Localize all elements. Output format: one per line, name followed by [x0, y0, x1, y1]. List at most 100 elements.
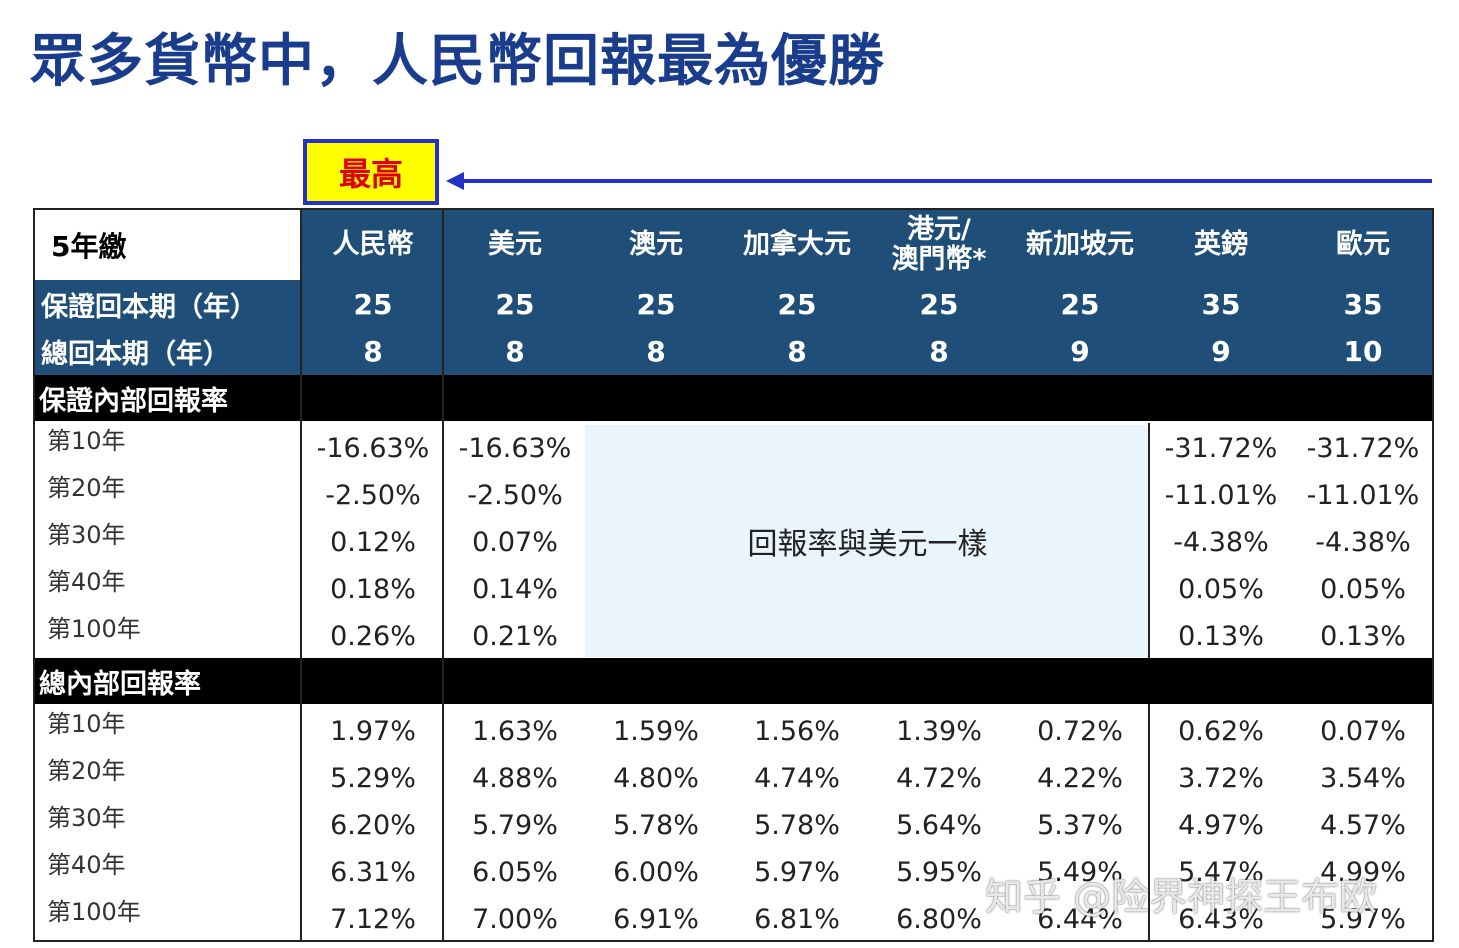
- watermark: 知乎 @险界神探王布欧: [985, 875, 1378, 919]
- total-irr-value: 6.00%: [613, 857, 699, 888]
- guaranteed-irr-value: 0.18%: [330, 574, 416, 605]
- total-irr-value: 5.79%: [472, 810, 558, 841]
- total-irr-value: 5.97%: [754, 857, 840, 888]
- total-breakeven-value: 8: [363, 335, 383, 368]
- guaranteed-irr-value: -4.38%: [1315, 527, 1411, 558]
- row-label: 第100年: [47, 898, 141, 926]
- total-irr-value: 5.29%: [330, 763, 416, 794]
- currency-header: 新加坡元: [1009, 210, 1151, 280]
- row-label: 第20年: [47, 757, 126, 785]
- guaranteed-irr-value: -2.50%: [325, 480, 421, 511]
- guaranteed-irr-value: -2.50%: [467, 480, 563, 511]
- total-irr-value: 6.81%: [754, 904, 840, 935]
- section-total-irr: 總內部回報率: [35, 658, 1432, 704]
- guaranteed-irr-value: -31.72%: [1306, 433, 1420, 464]
- currency-label-line2: 澳門幣*: [891, 244, 987, 275]
- guaranteed-irr-value: -31.72%: [1164, 433, 1278, 464]
- total-irr-value: 5.64%: [896, 810, 982, 841]
- guaranteed-irr-value: 0.21%: [472, 621, 558, 652]
- currency-header: 加拿大元: [726, 210, 868, 280]
- grid-line: [1148, 423, 1150, 658]
- total-irr-value: 5.47%: [1178, 857, 1264, 888]
- total-irr-value: 1.97%: [330, 716, 416, 747]
- guaranteed-irr-value: 0.12%: [330, 527, 416, 558]
- total-irr-value: 6.80%: [896, 904, 982, 935]
- guaranteed-irr-value: 0.07%: [472, 527, 558, 558]
- total-irr-value: 6.91%: [613, 904, 699, 935]
- total-breakeven-label: 總回本期（年）: [41, 339, 230, 370]
- total-breakeven-value: 9: [1211, 335, 1231, 368]
- total-irr-value: 5.78%: [754, 810, 840, 841]
- total-irr-value: 4.57%: [1320, 810, 1406, 841]
- currency-header: 美元: [444, 210, 586, 280]
- total-irr-value: 4.88%: [472, 763, 558, 794]
- currency-header: 澳元: [585, 210, 727, 280]
- total-breakeven-value: 8: [505, 335, 525, 368]
- row-label: 第20年: [47, 474, 126, 502]
- guaranteed-breakeven-value: 25: [777, 287, 817, 321]
- guaranteed-breakeven-value: 25: [636, 287, 676, 321]
- total-breakeven-value: 9: [1070, 335, 1090, 368]
- guaranteed-breakeven-value: 25: [353, 287, 393, 321]
- comparison-table: 5年繳 回報率與美元一樣 人民幣 美元 澳元 加拿大元 港元/澳門幣* 新加坡元 英鎊 歐元保…: [33, 208, 1434, 942]
- total-irr-value: 4.22%: [1037, 763, 1123, 794]
- row-label: 第10年: [47, 710, 126, 738]
- guaranteed-breakeven-label: 保證回本期（年）: [41, 291, 257, 323]
- row-label: 第10年: [47, 427, 126, 455]
- total-irr-value: 6.31%: [330, 857, 416, 888]
- section-guaranteed-irr: 保證內部回報率: [35, 375, 1432, 421]
- currency-label: 歐元: [1336, 229, 1390, 260]
- total-irr-value: 0.62%: [1178, 716, 1264, 747]
- guaranteed-irr-value: 0.13%: [1178, 621, 1264, 652]
- arrow-line: [460, 179, 1432, 183]
- arrow-left-icon: [446, 172, 464, 190]
- total-breakeven-value: 8: [929, 335, 949, 368]
- total-irr-value: 1.59%: [613, 716, 699, 747]
- guaranteed-irr-value: -16.63%: [458, 433, 572, 464]
- guaranteed-irr-value: -11.01%: [1164, 480, 1278, 511]
- guaranteed-breakeven-value: 25: [495, 287, 535, 321]
- page-title: 眾多貨幣中，人民幣回報最為優勝: [30, 29, 885, 94]
- total-irr-value: 5.95%: [896, 857, 982, 888]
- total-breakeven-value: 8: [787, 335, 807, 368]
- total-irr-value: 7.00%: [472, 904, 558, 935]
- payment-term-label: 5年繳: [35, 210, 302, 280]
- total-irr-value: 4.74%: [754, 763, 840, 794]
- total-irr-value: 4.99%: [1320, 857, 1406, 888]
- total-irr-value: 3.54%: [1320, 763, 1406, 794]
- guaranteed-irr-value: 0.05%: [1320, 574, 1406, 605]
- currency-label: 英鎊: [1194, 229, 1248, 260]
- currency-label: 新加坡元: [1026, 229, 1134, 260]
- currency-header: 歐元: [1292, 210, 1432, 280]
- total-irr-value: 1.56%: [754, 716, 840, 747]
- currency-label: 人民幣: [332, 229, 414, 260]
- total-irr-value: 5.78%: [613, 810, 699, 841]
- currency-label: 港元/: [907, 214, 971, 245]
- total-irr-value: 6.20%: [330, 810, 416, 841]
- currency-label: 澳元: [629, 229, 683, 260]
- total-irr-value: 6.05%: [472, 857, 558, 888]
- total-irr-value: 1.63%: [472, 716, 558, 747]
- total-irr-value: 5.49%: [1037, 857, 1123, 888]
- guaranteed-irr-value: 0.26%: [330, 621, 416, 652]
- header-row: [302, 210, 1432, 280]
- currency-label: 美元: [488, 229, 542, 260]
- total-irr-value: 0.72%: [1037, 716, 1123, 747]
- total-irr-value: 5.97%: [1320, 904, 1406, 935]
- grid-line: [442, 210, 444, 940]
- guaranteed-irr-value: 0.05%: [1178, 574, 1264, 605]
- row-label: 第30年: [47, 521, 126, 549]
- guaranteed-irr-value: -11.01%: [1306, 480, 1420, 511]
- row-label: 第100年: [47, 615, 141, 643]
- total-irr-value: 6.43%: [1178, 904, 1264, 935]
- total-irr-value: 4.80%: [613, 763, 699, 794]
- guaranteed-irr-value: 0.14%: [472, 574, 558, 605]
- row-label: 第40年: [47, 851, 126, 879]
- row-label: 第40年: [47, 568, 126, 596]
- total-irr-value: 6.44%: [1037, 904, 1123, 935]
- currency-header: 英鎊: [1150, 210, 1292, 280]
- guaranteed-irr-value: -16.63%: [316, 433, 430, 464]
- total-breakeven-value: 10: [1343, 335, 1383, 368]
- currency-header: 港元/澳門幣*: [868, 210, 1010, 280]
